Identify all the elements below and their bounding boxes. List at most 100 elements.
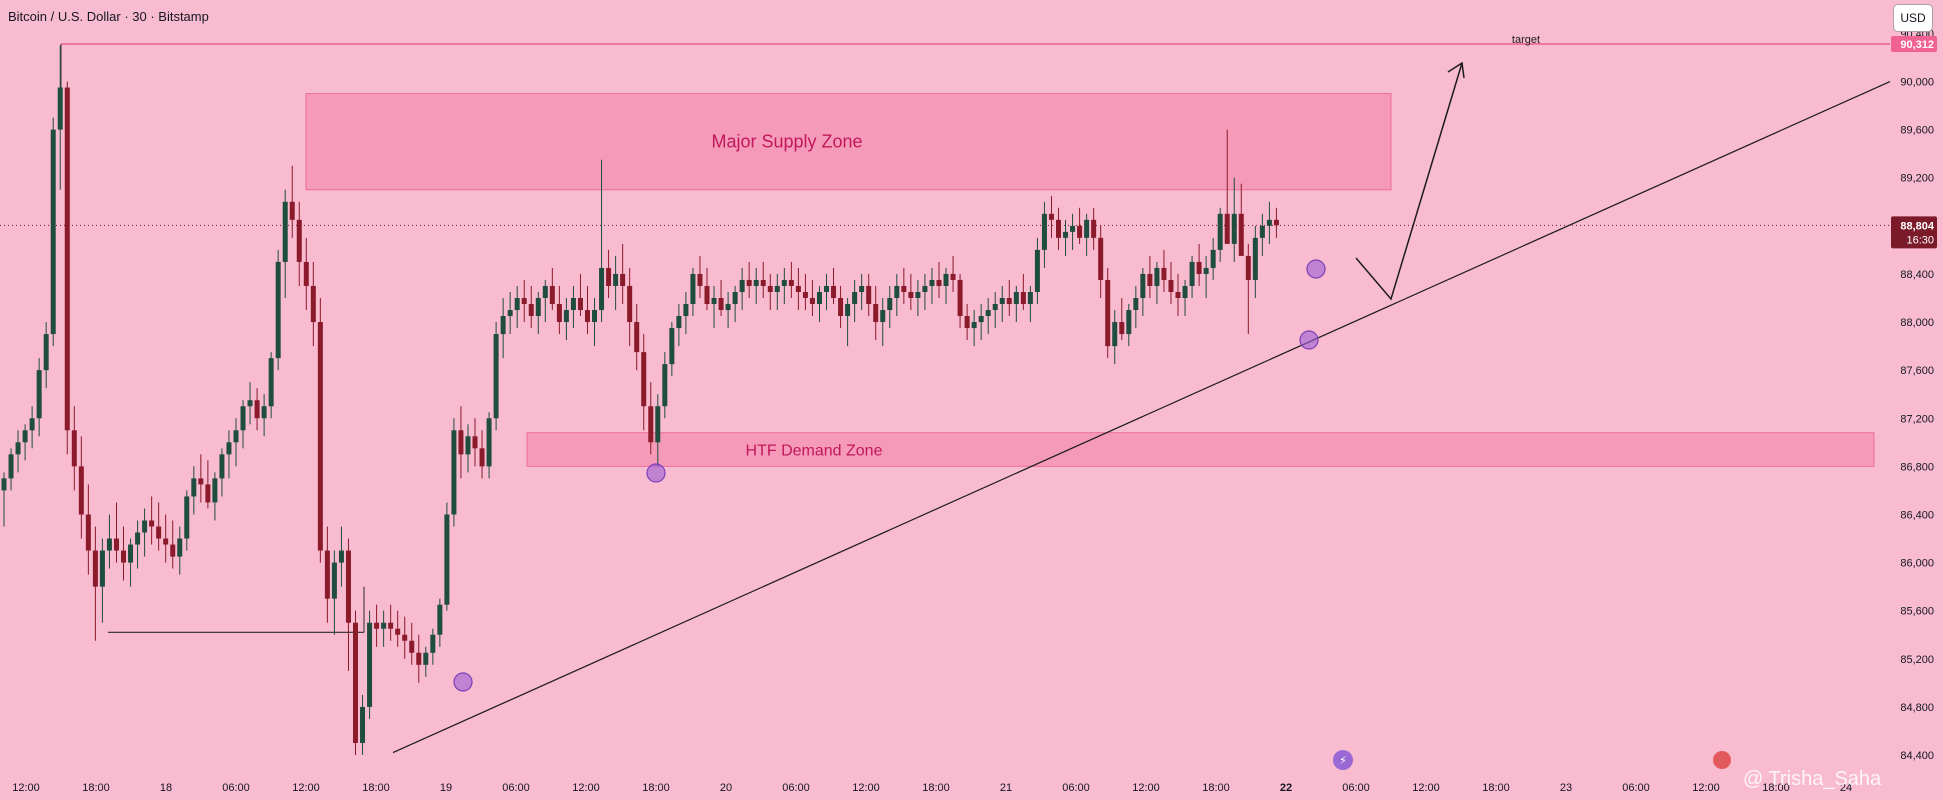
price-tick-label: 88,400 — [1900, 269, 1934, 281]
time-tick-label: 19 — [440, 782, 452, 794]
candle-body — [620, 273, 626, 286]
candle-body — [613, 273, 619, 286]
candle-body — [212, 478, 218, 503]
candle-body — [746, 279, 752, 286]
candle-body — [655, 406, 661, 443]
currency-button[interactable]: USD — [1893, 4, 1933, 32]
candle-body — [929, 279, 935, 286]
candle-body — [1161, 267, 1167, 280]
current-price-tag-label: 88,804 — [1900, 220, 1935, 232]
candle-body — [1126, 310, 1132, 335]
candle-body — [1048, 213, 1054, 220]
candle-body — [535, 297, 541, 317]
time-tick-label: 18:00 — [1202, 782, 1230, 794]
candle-body — [113, 538, 119, 551]
candle-body — [1154, 267, 1160, 286]
levels-layer — [0, 43, 1890, 633]
candle-body — [1119, 322, 1125, 335]
candle-body — [43, 334, 49, 371]
candle-body — [838, 297, 844, 317]
candle-body — [704, 285, 710, 305]
candle-body — [338, 550, 344, 563]
candle-body — [1238, 213, 1244, 256]
candle-body — [648, 406, 654, 443]
candle-body — [521, 297, 527, 305]
candle-body — [184, 496, 190, 539]
candle-body — [388, 622, 394, 629]
candle-body — [402, 634, 408, 641]
zones-layer: Major Supply Zone HTF Demand Zone — [305, 93, 1875, 467]
candle-body — [92, 550, 98, 587]
candle-body — [1252, 237, 1258, 280]
candle-body — [395, 628, 401, 635]
candle-body — [289, 201, 295, 220]
candle-body — [908, 291, 914, 298]
candle-body — [795, 285, 801, 292]
candle-body — [556, 304, 562, 323]
candles-layer — [1, 45, 1279, 755]
candle-body — [964, 316, 970, 329]
current-price-tag — [1891, 216, 1937, 249]
event-icon-glyph: ⚡ — [1339, 754, 1347, 767]
candle-body — [1182, 285, 1188, 298]
candle-body — [78, 466, 84, 515]
candle-body — [809, 297, 815, 305]
time-tick-label: 12:00 — [12, 782, 40, 794]
candle-body — [1245, 255, 1251, 280]
candle-body — [142, 520, 148, 533]
candle-body — [528, 304, 534, 317]
demand-zone — [526, 432, 1875, 467]
candle-body — [936, 279, 942, 286]
candle-body — [296, 219, 302, 262]
candle-body — [367, 622, 373, 707]
candle-body — [915, 291, 921, 298]
drawings-layer: target — [392, 34, 1891, 754]
demand-zone-label: HTF Demand Zone — [746, 443, 883, 460]
candle-body — [570, 297, 576, 311]
candle-body — [606, 267, 612, 286]
price-tick-label: 87,600 — [1900, 365, 1934, 377]
candle-body — [1147, 273, 1153, 286]
candle-body — [943, 273, 949, 286]
price-tags: 90,312 88,804 16:30 ⚡ @ Trisha_Saha — [1333, 36, 1937, 790]
candle-body — [128, 544, 134, 563]
symbol-title: Bitcoin / U.S. Dollar · 30 · Bitstamp — [8, 9, 209, 24]
candle-body — [676, 316, 682, 329]
time-tick-label: 06:00 — [502, 782, 530, 794]
circle-marker — [646, 463, 666, 483]
candle-body — [310, 285, 316, 323]
candle-body — [268, 358, 274, 407]
candle-body — [472, 436, 478, 449]
candle-body — [331, 562, 337, 599]
candle-body — [374, 622, 380, 629]
candle-body — [873, 304, 879, 323]
target-label: target — [1512, 34, 1540, 46]
candle-body — [1105, 279, 1111, 347]
candle-body — [121, 550, 127, 563]
price-tick-label: 84,800 — [1900, 702, 1934, 714]
time-tick-label: 06:00 — [1342, 782, 1370, 794]
candle-body — [542, 285, 548, 298]
candle-body — [1098, 237, 1104, 280]
candle-body — [549, 285, 555, 305]
candle-body — [444, 514, 450, 605]
countdown-tag-label: 16:30 — [1906, 234, 1934, 246]
candle-body — [1203, 267, 1209, 274]
candle-body — [985, 310, 991, 317]
candle-body — [15, 442, 21, 455]
flag-icon — [1713, 751, 1731, 769]
candle-body — [1168, 279, 1174, 292]
trendline — [392, 80, 1891, 754]
candle-body — [992, 304, 998, 311]
candle-body — [824, 285, 830, 292]
candle-body — [282, 201, 288, 262]
time-axis[interactable]: 12:00 18:00 18 06:00 12:00 18:00 19 06:00 12:00 1… — [12, 782, 1852, 794]
candle-body — [8, 454, 14, 479]
price-tick-label: 85,200 — [1900, 654, 1934, 666]
candle-body — [599, 267, 605, 311]
candle-body — [753, 279, 759, 286]
candle-body — [816, 291, 822, 305]
candle-body — [360, 706, 366, 743]
price-axis[interactable]: 90,40090,00089,60089,20088,80088,40088,0… — [1900, 28, 1934, 762]
